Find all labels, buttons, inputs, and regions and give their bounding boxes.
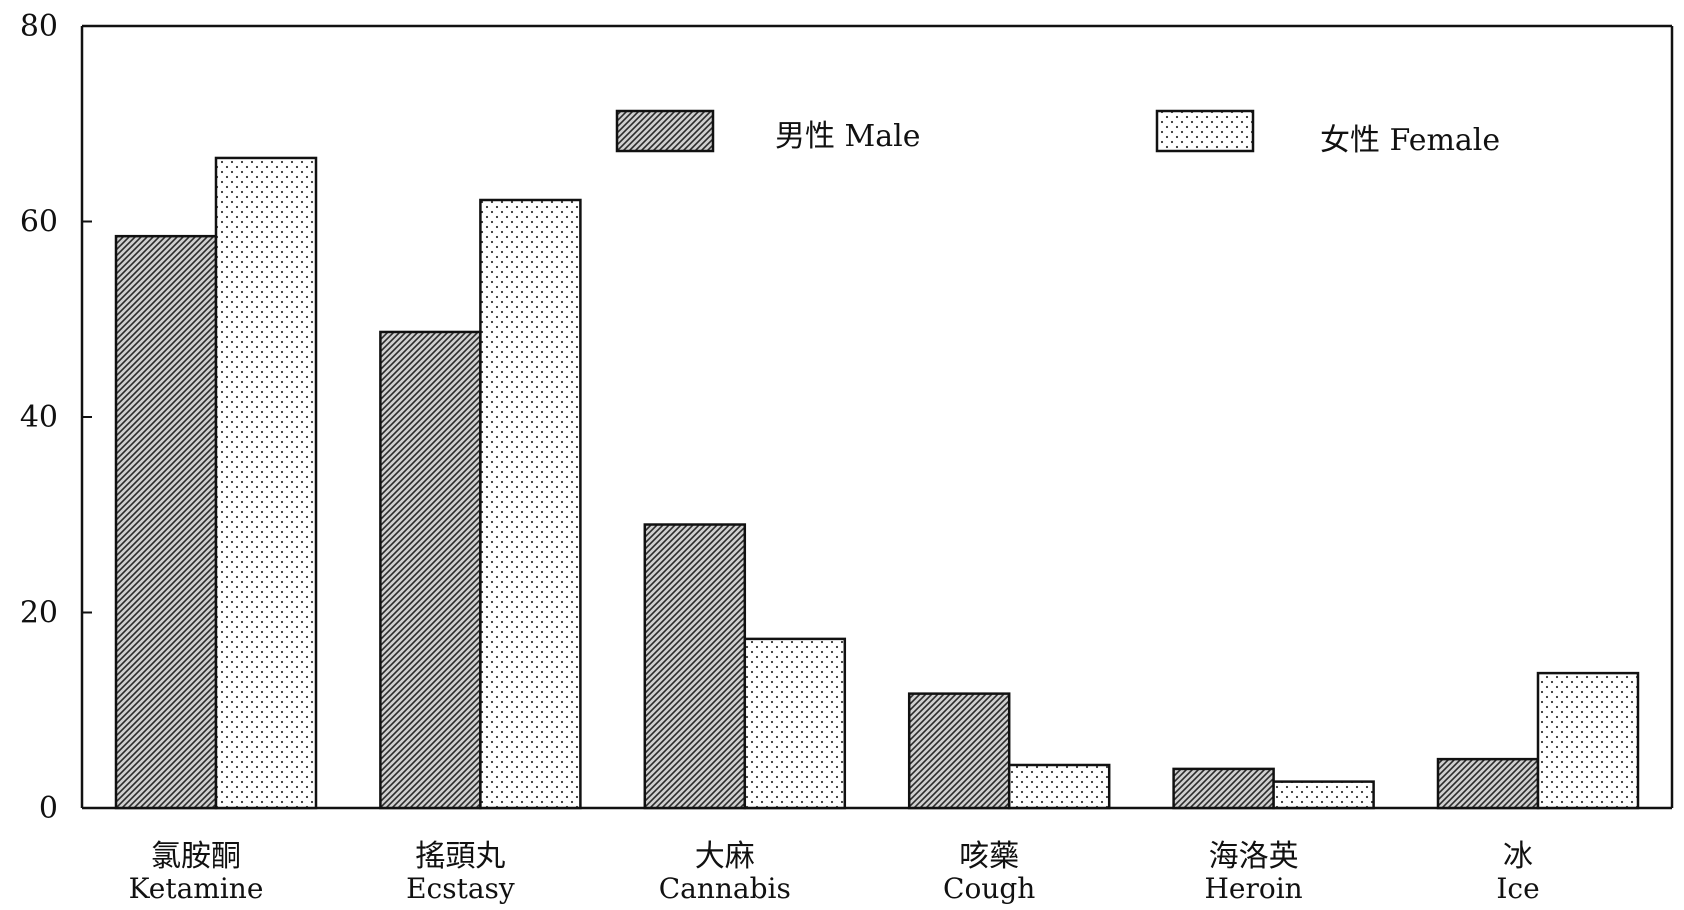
- bar-male-heroin: [1172, 767, 1275, 810]
- legend-swatch-female: [1155, 109, 1255, 153]
- bar-female-heroin: [1272, 780, 1375, 810]
- y-tick-label: 40: [20, 400, 58, 435]
- bar-male-ketamine: [114, 234, 218, 810]
- bar-male-cannabis: [643, 523, 747, 810]
- y-tick-label: 80: [20, 9, 58, 44]
- category-label-en: Ketamine: [129, 872, 264, 905]
- category-label-zh: 冰: [1503, 839, 1533, 874]
- legend-label-male: 男性 Male: [775, 119, 921, 154]
- axes: 0 20 40 60 80: [20, 9, 1674, 826]
- legend-swatch-male: [615, 109, 715, 153]
- category-label-zh: 氯胺酮: [151, 839, 241, 874]
- bar-female-cough: [1007, 763, 1111, 810]
- bars: [114, 156, 1640, 810]
- category-label-en: Ecstasy: [406, 872, 515, 905]
- category-label-zh: 搖頭丸: [415, 839, 505, 874]
- category-label-zh: 咳藥: [959, 839, 1019, 874]
- bar-male-ice: [1436, 757, 1540, 810]
- legend-label-female: 女性 Female: [1320, 123, 1500, 158]
- bar-female-ecstasy: [479, 198, 582, 810]
- bar-female-ketamine: [214, 156, 318, 810]
- bar-male-cough: [907, 692, 1011, 810]
- y-tick-label: 20: [20, 596, 58, 631]
- category-label-en: Cough: [943, 872, 1035, 905]
- bar-female-cannabis: [743, 637, 847, 810]
- y-tick-label: 0: [39, 791, 58, 826]
- category-label-en: Ice: [1496, 872, 1539, 905]
- y-tick-label: 60: [20, 205, 58, 240]
- category-label-zh: 大麻: [695, 839, 755, 874]
- category-label-zh: 海洛英: [1209, 839, 1299, 874]
- bar-male-ecstasy: [379, 330, 482, 810]
- category-label-en: Heroin: [1204, 872, 1302, 905]
- bar-female-ice: [1536, 671, 1640, 810]
- legend: 男性 Male 女性 Female: [615, 109, 1500, 158]
- category-label-en: Cannabis: [659, 872, 791, 905]
